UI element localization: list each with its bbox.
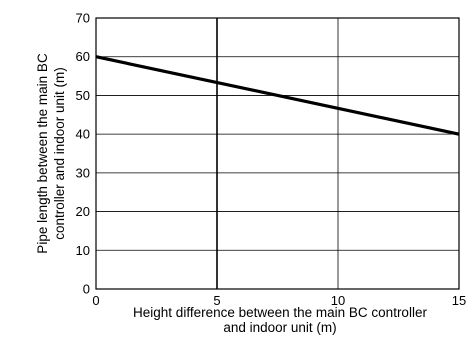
x-tick-label-10: 10: [331, 293, 345, 308]
y-tick-label-70: 70: [76, 11, 90, 26]
x-tick-label-5: 5: [213, 293, 220, 308]
x-axis-title-line-1: Height difference between the main BC co…: [133, 305, 427, 320]
y-axis-title-line-2: controller and indoor unit (m): [52, 67, 67, 240]
y-tick-label-50: 50: [76, 88, 90, 103]
y-tick-label-10: 10: [76, 243, 90, 258]
y-axis-title-line-1: Pipe length between the main BC: [35, 53, 50, 254]
x-axis-title-line-2: and indoor unit (m): [223, 320, 336, 335]
plot-frame: [95, 17, 460, 290]
grid-layer: [96, 18, 459, 289]
y-tick-label-40: 40: [76, 127, 90, 142]
y-tick-label-20: 20: [76, 204, 90, 219]
y-tick-label-30: 30: [76, 165, 90, 180]
series-layer: [95, 55, 460, 136]
y-tick-label-0: 0: [83, 282, 90, 297]
tick-label-layer: 0 10 20 30 40 50 60 70 0 5 10 15: [76, 11, 467, 309]
y-tick-label-60: 60: [76, 49, 90, 64]
x-tick-label-15: 15: [452, 293, 466, 308]
series-line-0: [95, 55, 460, 136]
x-tick-label-0: 0: [92, 293, 99, 308]
